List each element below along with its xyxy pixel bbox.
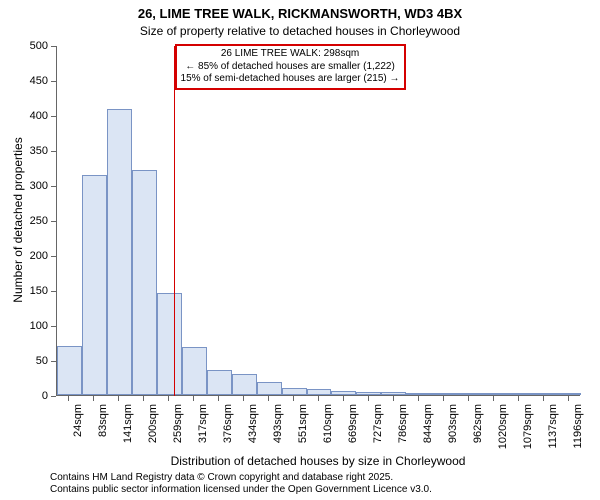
histogram-bar <box>331 391 356 395</box>
footer-line1: Contains HM Land Registry data © Crown c… <box>50 472 393 484</box>
xtick-mark <box>343 396 344 401</box>
xtick-label: 669sqm <box>347 404 359 464</box>
xtick-mark <box>443 396 444 401</box>
annotation-box: 26 LIME TREE WALK: 298sqm← 85% of detach… <box>175 44 406 90</box>
histogram-bar <box>381 392 406 395</box>
ytick-mark <box>51 291 56 292</box>
ytick-mark <box>51 221 56 222</box>
xtick-label: 551sqm <box>297 404 309 464</box>
histogram-bar <box>157 293 182 395</box>
histogram-bar <box>406 393 431 395</box>
ytick-label: 450 <box>0 75 48 87</box>
xtick-label: 903sqm <box>447 404 459 464</box>
plot-area: 26 LIME TREE WALK: 298sqm← 85% of detach… <box>56 46 580 396</box>
xtick-label: 1196sqm <box>572 404 584 464</box>
xtick-label: 24sqm <box>72 404 84 464</box>
xtick-label: 317sqm <box>197 404 209 464</box>
xtick-mark <box>568 396 569 401</box>
chart-container: 26, LIME TREE WALK, RICKMANSWORTH, WD3 4… <box>0 0 600 500</box>
ytick-label: 150 <box>0 285 48 297</box>
xtick-label: 434sqm <box>247 404 259 464</box>
xtick-label: 844sqm <box>422 404 434 464</box>
xtick-label: 727sqm <box>372 404 384 464</box>
xtick-label: 610sqm <box>322 404 334 464</box>
xtick-mark <box>168 396 169 401</box>
xtick-label: 786sqm <box>397 404 409 464</box>
xtick-mark <box>193 396 194 401</box>
annotation-line: 15% of semi-detached houses are larger (… <box>181 73 400 86</box>
histogram-bar <box>456 393 481 395</box>
xtick-mark <box>93 396 94 401</box>
histogram-bar <box>132 170 157 395</box>
xtick-mark <box>318 396 319 401</box>
histogram-bar <box>481 393 506 395</box>
ytick-label: 50 <box>0 355 48 367</box>
xtick-label: 962sqm <box>472 404 484 464</box>
subject-marker-line <box>174 46 175 396</box>
xtick-label: 141sqm <box>122 404 134 464</box>
xtick-label: 259sqm <box>172 404 184 464</box>
xtick-mark <box>418 396 419 401</box>
xtick-label: 200sqm <box>147 404 159 464</box>
chart-title-line2: Size of property relative to detached ho… <box>0 24 600 38</box>
histogram-bar <box>107 109 132 395</box>
xtick-mark <box>393 396 394 401</box>
xtick-mark <box>268 396 269 401</box>
histogram-bar <box>531 393 556 395</box>
xtick-label: 1020sqm <box>497 404 509 464</box>
xtick-mark <box>118 396 119 401</box>
ytick-mark <box>51 396 56 397</box>
histogram-bar <box>307 389 332 395</box>
xtick-mark <box>543 396 544 401</box>
ytick-mark <box>51 151 56 152</box>
histogram-bar <box>82 175 107 395</box>
xtick-label: 83sqm <box>97 404 109 464</box>
ytick-mark <box>51 361 56 362</box>
ytick-label: 300 <box>0 180 48 192</box>
ytick-label: 500 <box>0 40 48 52</box>
footer-line2: Contains public sector information licen… <box>50 484 432 496</box>
ytick-mark <box>51 256 56 257</box>
xtick-mark <box>293 396 294 401</box>
histogram-bar <box>257 382 282 395</box>
annotation-line: 26 LIME TREE WALK: 298sqm <box>181 48 400 61</box>
histogram-bar <box>182 347 207 395</box>
ytick-mark <box>51 81 56 82</box>
xtick-mark <box>218 396 219 401</box>
histogram-bar <box>282 388 307 395</box>
xtick-label: 493sqm <box>272 404 284 464</box>
ytick-label: 400 <box>0 110 48 122</box>
xtick-mark <box>68 396 69 401</box>
histogram-bar <box>506 393 531 395</box>
ytick-label: 0 <box>0 390 48 402</box>
ytick-label: 350 <box>0 145 48 157</box>
xtick-mark <box>518 396 519 401</box>
ytick-mark <box>51 116 56 117</box>
xtick-mark <box>143 396 144 401</box>
histogram-bar <box>207 370 232 395</box>
histogram-bar <box>431 393 456 395</box>
ytick-label: 250 <box>0 215 48 227</box>
chart-title-line1: 26, LIME TREE WALK, RICKMANSWORTH, WD3 4… <box>0 6 600 21</box>
xtick-mark <box>468 396 469 401</box>
ytick-label: 200 <box>0 250 48 262</box>
histogram-bar <box>232 374 257 395</box>
ytick-label: 100 <box>0 320 48 332</box>
xtick-label: 1137sqm <box>547 404 559 464</box>
ytick-mark <box>51 46 56 47</box>
xtick-mark <box>493 396 494 401</box>
xtick-mark <box>243 396 244 401</box>
ytick-mark <box>51 186 56 187</box>
histogram-bar <box>556 393 581 395</box>
xtick-mark <box>368 396 369 401</box>
annotation-line: ← 85% of detached houses are smaller (1,… <box>181 61 400 74</box>
ytick-mark <box>51 326 56 327</box>
xtick-label: 376sqm <box>222 404 234 464</box>
histogram-bar <box>356 392 381 395</box>
xtick-label: 1079sqm <box>522 404 534 464</box>
histogram-bar <box>57 346 82 395</box>
